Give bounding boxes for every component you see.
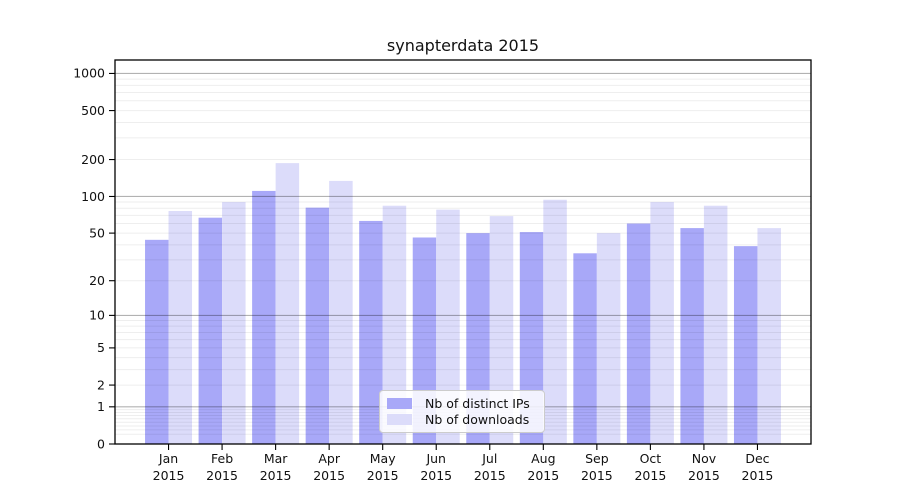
x-tick-label-year: 2015	[153, 468, 185, 483]
x-tick-label-year: 2015	[688, 468, 720, 483]
legend-label-distinct-ips: Nb of distinct IPs	[425, 395, 530, 411]
x-tick-label-month: Jul	[481, 451, 497, 466]
bar-nb-of-distinct-ips-sep	[573, 253, 597, 444]
y-tick-label: 10	[89, 308, 105, 323]
x-tick-label-month: Mar	[264, 451, 288, 466]
bar-nb-of-downloads-apr	[329, 180, 353, 444]
bar-nb-of-distinct-ips-feb	[198, 217, 223, 444]
x-tick-label-year: 2015	[527, 468, 559, 483]
bar-nb-of-downloads-jun	[436, 209, 460, 444]
bar-nb-of-distinct-ips-dec	[733, 246, 758, 444]
y-tick-label: 500	[81, 103, 105, 118]
bar-nb-of-downloads-jan	[168, 211, 193, 444]
bar-nb-of-distinct-ips-oct	[626, 223, 651, 444]
x-tick-label-month: Sep	[585, 451, 609, 466]
bar-nb-of-downloads-sep	[596, 233, 621, 444]
y-tick-label: 2	[97, 377, 105, 392]
bar-nb-of-distinct-ips-mar	[252, 190, 276, 444]
y-tick-label: 100	[81, 189, 105, 204]
y-tick-label: 0	[97, 436, 105, 451]
legend-swatch-downloads-icon	[387, 414, 412, 426]
legend-swatch-distinct-ips-icon	[387, 397, 412, 409]
x-tick-label-year: 2015	[206, 468, 238, 483]
y-tick-label: 200	[81, 152, 105, 167]
y-tick-label: 1	[97, 399, 105, 414]
y-tick-label: 20	[89, 273, 105, 288]
bar-nb-of-distinct-ips-jan	[145, 239, 169, 444]
x-tick-label-year: 2015	[474, 468, 506, 483]
plot-frame	[114, 59, 812, 445]
legend-item-distinct-ips: Nb of distinct IPs	[387, 395, 536, 412]
bar-nb-of-downloads-feb	[222, 202, 246, 444]
bar-nb-of-downloads-nov	[703, 205, 728, 444]
bar-nb-of-downloads-dec	[757, 228, 781, 444]
x-tick-label-year: 2015	[634, 468, 666, 483]
bar-nb-of-downloads-oct	[650, 202, 674, 444]
bar-nb-of-downloads-aug	[543, 199, 567, 444]
legend-item-downloads: Nb of downloads	[387, 412, 536, 429]
x-tick-label-year: 2015	[313, 468, 345, 483]
bar-nb-of-downloads-jul	[489, 216, 514, 444]
x-tick-label-month: May	[370, 451, 396, 466]
bar-nb-of-downloads-mar	[275, 163, 300, 444]
legend: Nb of distinct IPs Nb of downloads	[379, 390, 545, 433]
x-tick-label-year: 2015	[581, 468, 613, 483]
x-tick-label-year: 2015	[742, 468, 774, 483]
x-tick-label-month: Nov	[692, 451, 717, 466]
x-tick-label-month: Oct	[640, 451, 662, 466]
x-tick-label-month: Jun	[425, 451, 446, 466]
bar-nb-of-distinct-ips-nov	[680, 228, 704, 444]
y-tick-label: 50	[89, 225, 105, 240]
x-tick-label-month: Dec	[745, 451, 769, 466]
x-tick-label-month: Apr	[318, 451, 340, 466]
legend-label-downloads: Nb of downloads	[425, 412, 530, 428]
x-tick-label-year: 2015	[260, 468, 292, 483]
x-tick-label-month: Feb	[211, 451, 233, 466]
bar-nb-of-distinct-ips-may	[359, 220, 383, 444]
x-tick-label-year: 2015	[420, 468, 452, 483]
y-tick-label: 1000	[73, 66, 105, 81]
bar-nb-of-distinct-ips-apr	[305, 207, 330, 444]
x-tick-label-month: Jan	[158, 451, 178, 466]
bar-nb-of-downloads-may	[382, 205, 407, 444]
chart-title: synapterdata 2015	[387, 36, 539, 55]
x-tick-label-month: Aug	[531, 451, 555, 466]
y-tick-label: 5	[97, 340, 105, 355]
x-tick-label-year: 2015	[367, 468, 399, 483]
